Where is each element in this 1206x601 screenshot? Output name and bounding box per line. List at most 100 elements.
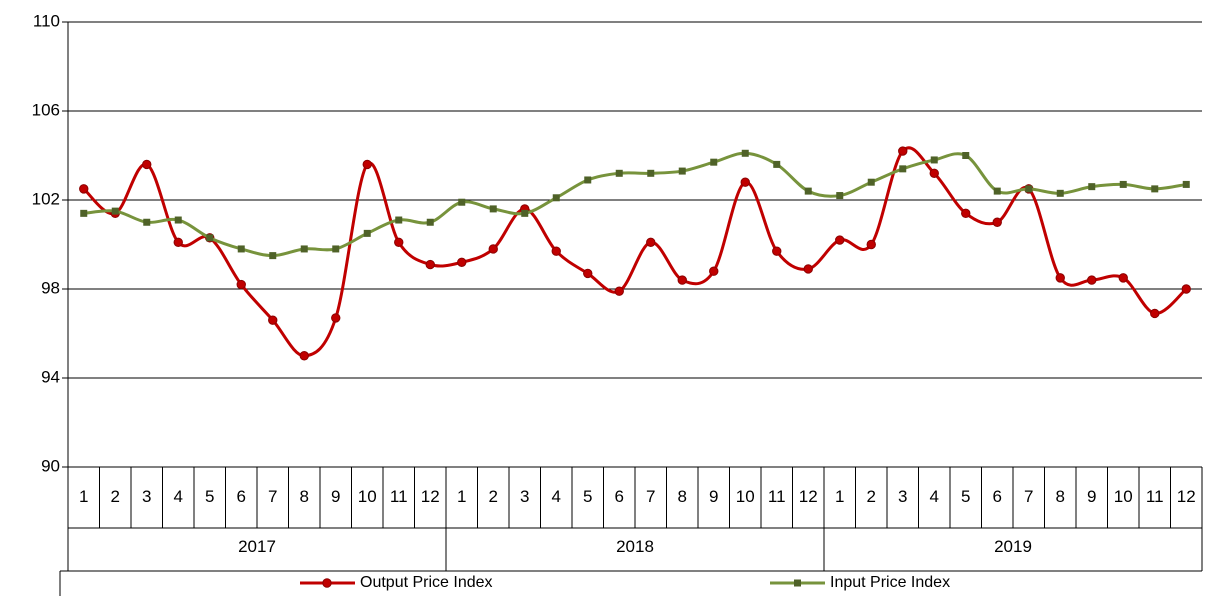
marker [521,209,529,217]
marker [457,257,467,267]
x-tick-label: 12 [421,487,440,506]
marker [741,149,749,157]
marker [898,146,908,156]
marker [929,168,939,179]
series-line [83,151,1187,258]
marker [1182,180,1190,188]
marker [836,192,844,200]
x-tick-label: 8 [300,487,309,506]
y-tick-label: 102 [32,189,60,208]
group-label: 2017 [238,537,276,556]
marker [489,205,497,213]
marker [1119,180,1127,188]
marker [425,259,435,270]
y-tick-label: 98 [41,278,60,297]
marker [773,160,781,168]
group-label: 2018 [616,537,654,556]
x-tick-label: 9 [331,487,340,506]
marker [993,187,1001,195]
legend-marker [322,578,332,588]
x-tick-label: 11 [390,487,408,506]
marker [552,194,560,202]
x-tick-label: 5 [205,487,214,506]
marker [268,315,278,325]
marker [962,152,970,159]
marker [1118,273,1128,283]
group-label: 2019 [994,537,1032,556]
marker [772,246,782,256]
marker [206,234,214,242]
marker [1181,284,1191,294]
marker [331,313,341,323]
x-tick-label: 12 [799,487,818,506]
x-tick-label: 5 [961,487,970,506]
marker [269,252,277,260]
y-tick-label: 94 [41,367,60,386]
x-tick-label: 4 [930,487,939,506]
marker [362,159,372,170]
marker [1088,183,1096,191]
y-tick-label: 106 [32,100,60,119]
marker [143,218,151,226]
marker [615,169,623,177]
marker [614,286,624,296]
x-tick-label: 2 [867,487,876,506]
marker [111,207,119,215]
marker [236,279,246,290]
marker [237,245,245,253]
x-tick-label: 1 [457,487,466,506]
x-tick-label: 9 [709,487,718,506]
marker [899,165,907,173]
x-tick-label: 7 [646,487,655,506]
marker [930,156,938,164]
x-tick-label: 1 [835,487,844,506]
marker [710,158,718,166]
marker [867,178,875,186]
x-tick-label: 8 [1056,487,1065,506]
marker [584,176,592,184]
x-tick-label: 6 [993,487,1002,506]
x-tick-label: 4 [552,487,561,506]
marker [835,235,845,245]
legend-label: Output Price Index [360,574,493,591]
marker [173,237,183,247]
x-tick-label: 7 [268,487,277,506]
x-tick-label: 6 [237,487,246,506]
marker [961,208,971,219]
marker [426,218,434,226]
marker [709,266,719,276]
y-tick-label: 110 [33,11,60,30]
marker [300,245,308,253]
marker [395,216,403,224]
x-tick-label: 3 [142,487,151,506]
marker [332,245,340,253]
y-tick-label: 90 [41,456,60,475]
marker [992,217,1002,227]
marker [1087,275,1097,285]
marker [1056,189,1064,197]
x-tick-label: 1 [79,487,88,506]
marker [866,239,876,250]
x-tick-label: 10 [1114,487,1133,506]
marker [647,169,655,177]
marker [174,216,182,224]
marker [363,229,371,237]
x-tick-label: 12 [1177,487,1196,506]
x-tick-label: 2 [489,487,498,506]
x-tick-label: 10 [358,487,377,506]
marker [80,209,88,217]
x-tick-label: 5 [583,487,592,506]
marker [1055,273,1065,283]
x-tick-label: 2 [111,487,120,506]
marker [740,177,750,187]
marker [1150,308,1160,319]
marker [1025,185,1033,193]
x-tick-label: 4 [174,487,183,506]
marker [1151,185,1159,193]
marker [394,237,404,247]
marker [583,268,593,279]
marker [458,198,466,206]
x-tick-label: 10 [736,487,755,506]
marker [79,184,89,194]
